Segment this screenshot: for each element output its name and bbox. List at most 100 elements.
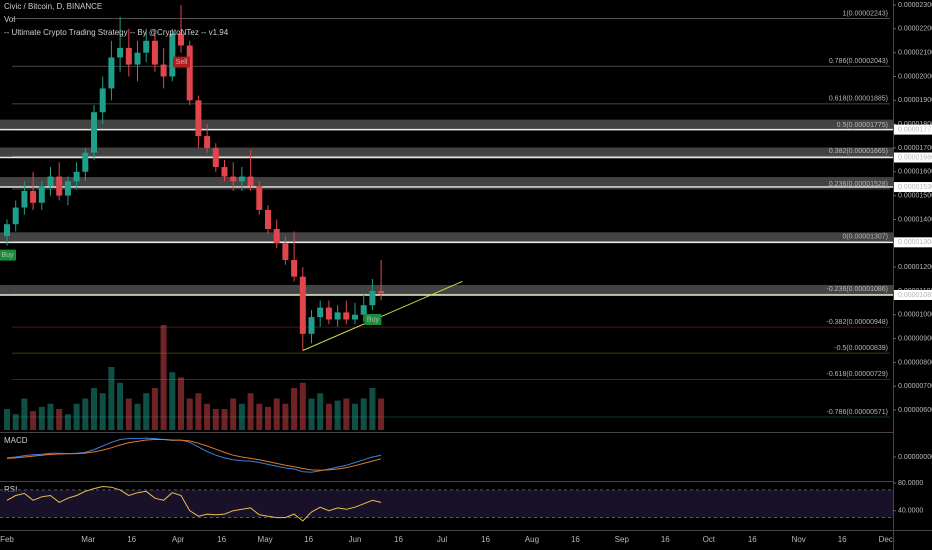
candle-body	[378, 290, 385, 294]
candle-body	[169, 33, 176, 77]
zone-price-label: 0.00001660	[898, 154, 932, 161]
fib-label: 0.236(0.00001528)	[829, 181, 888, 188]
signal-box	[0, 249, 16, 261]
y-tick-label: 0.00001900	[898, 97, 932, 104]
candle-body	[256, 186, 263, 210]
volume-bar	[143, 393, 150, 430]
candle-body	[117, 47, 124, 58]
candle-body	[273, 228, 280, 244]
candle-body	[282, 243, 289, 260]
signal-label: Buy	[1, 252, 14, 259]
zone-price-box	[894, 237, 932, 248]
zone-price-label: 0.00001083	[898, 292, 932, 299]
y-tick-label: 0.00001600	[898, 169, 932, 176]
candle-body	[212, 147, 219, 168]
candle-body	[56, 176, 63, 196]
candle-body	[230, 176, 237, 182]
candle-body	[73, 171, 80, 182]
volume-bar	[21, 398, 28, 430]
candle-body	[21, 190, 28, 208]
x-tick-label: May	[258, 535, 273, 544]
volume-bar	[360, 398, 367, 430]
candle-body	[291, 259, 298, 277]
candle-body	[178, 33, 184, 46]
chart-title: Civic / Bitcoin, D, BINANCE	[4, 2, 102, 11]
volume-bar	[369, 388, 376, 430]
signal-box	[173, 56, 190, 68]
zone-price-box	[894, 152, 932, 163]
volume-bar	[56, 409, 63, 430]
volume-bar	[343, 398, 350, 430]
volume-bar	[247, 393, 254, 430]
rsi-title: RSI	[4, 485, 17, 494]
volume-bar	[160, 325, 167, 430]
volume-bar	[99, 393, 106, 430]
zone-band	[0, 284, 893, 295]
volume-bar	[12, 414, 19, 430]
candle-body	[125, 47, 132, 65]
zone-band	[0, 147, 893, 158]
volume-bar	[117, 382, 124, 430]
candle-body	[82, 152, 89, 172]
fib-label: 0.618(0.00001885)	[829, 96, 888, 103]
x-tick-label: 16	[217, 535, 226, 544]
volume-bar	[291, 388, 298, 430]
candle-body	[108, 57, 115, 89]
y-tick-label: 0.00002200	[898, 26, 932, 33]
volume-bar	[230, 398, 237, 430]
x-tick-label: Jul	[437, 535, 447, 544]
candle-body	[195, 100, 202, 137]
y-tick-label: 0.00001700	[898, 145, 932, 152]
macd-title: MACD	[4, 436, 28, 445]
candle-body	[91, 112, 97, 153]
volume-bar	[134, 403, 141, 430]
fib-label: 1(0.00002243)	[842, 10, 888, 17]
zone-band	[0, 119, 893, 130]
candle-body	[360, 305, 367, 315]
candle-body	[317, 307, 324, 318]
y-tick-label: 0.00001000	[898, 312, 932, 319]
volume-bar	[256, 403, 263, 430]
y-tick-label: 0.00002300	[898, 2, 932, 9]
candle-body	[38, 186, 45, 203]
fib-label: -0.5(0.00000839)	[834, 345, 888, 352]
x-tick-label: Nov	[792, 535, 806, 544]
volume-bar	[186, 398, 193, 430]
candle-body	[343, 312, 350, 320]
volume-bar	[73, 403, 80, 430]
volume-bar	[378, 398, 385, 430]
x-tick-label: Mar	[81, 535, 95, 544]
x-tick-label: Dec	[879, 535, 893, 544]
indicator-label: -- Ultimate Crypto Trading Strategy -- B…	[4, 28, 229, 37]
fib-label: 0.786(0.00002043)	[829, 58, 888, 65]
zone-price-label: 0.00001304	[898, 239, 932, 246]
fib-label: 0(0.00001307)	[842, 233, 888, 240]
x-tick-label: Sep	[615, 535, 630, 544]
x-tick-label: 16	[127, 535, 136, 544]
volume-bar	[47, 403, 54, 430]
volume-bar	[195, 393, 202, 430]
y-tick-label: 0.00000600	[898, 407, 932, 414]
candle-body	[4, 224, 10, 237]
volume-bar	[4, 409, 10, 430]
candle-body	[238, 176, 245, 182]
fib-label: -0.786(0.00000571)	[827, 409, 889, 416]
y-tick-label: 0.00000900	[898, 335, 932, 342]
candle-body	[151, 40, 158, 65]
candle-body	[325, 307, 332, 320]
rsi-line	[6, 485, 382, 522]
zone-band	[0, 177, 893, 188]
rsi-tick-label: 80.0000	[898, 480, 923, 487]
x-tick-label: Aug	[525, 535, 539, 544]
x-tick-label: 16	[481, 535, 490, 544]
volume-bar	[38, 406, 45, 430]
x-tick-label: 16	[394, 535, 403, 544]
volume-bar	[125, 398, 132, 430]
x-tick-label: Apr	[172, 535, 185, 544]
y-tick-label: 0.00001400	[898, 216, 932, 223]
volume-label: Vol	[4, 15, 15, 24]
candle-body	[299, 276, 306, 334]
rsi-band-fill	[0, 489, 893, 518]
